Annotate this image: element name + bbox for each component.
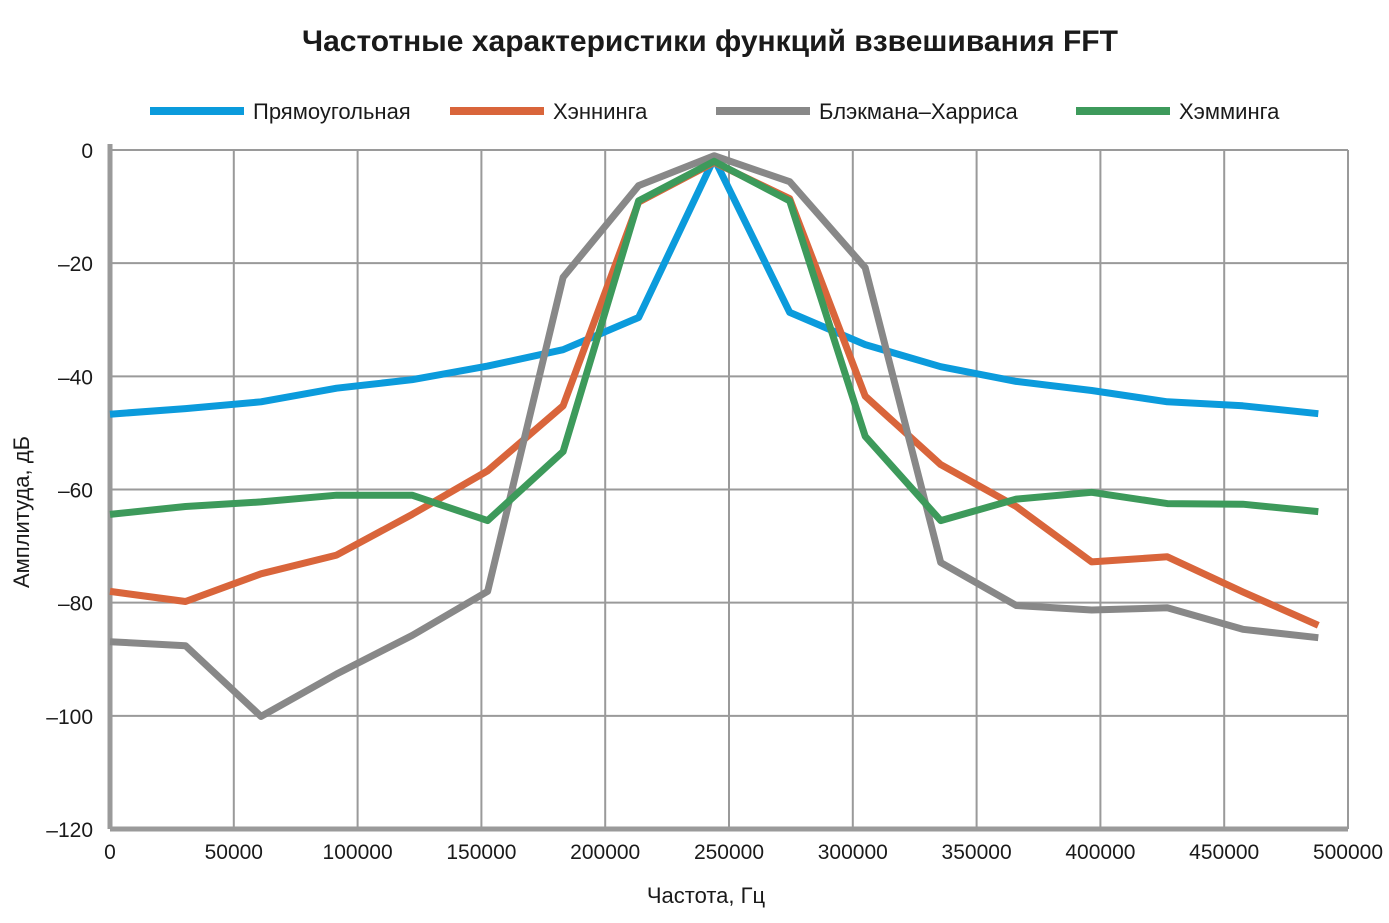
y-tick-label: –60 xyxy=(58,480,93,503)
x-axis-label: Частота, Гц xyxy=(647,883,766,908)
legend: Прямоугольная Хэннинга Блэкмана–Харриса Хэм… xyxy=(150,99,1280,124)
series-line-4 xyxy=(109,157,1319,525)
grid xyxy=(110,149,1349,829)
x-tick-label: 100000 xyxy=(323,841,393,864)
y-axis-label: Амплитуда, дБ xyxy=(9,436,34,588)
x-tick-label: 450000 xyxy=(1189,841,1259,864)
y-tick-label: –80 xyxy=(58,593,93,616)
axes xyxy=(107,144,1348,832)
y-tick-label: –20 xyxy=(58,253,93,276)
x-tick-label: 50000 xyxy=(205,841,263,864)
x-tick-label: 250000 xyxy=(694,841,764,864)
legend-label: Блэкмана–Харриса xyxy=(819,99,1019,124)
y-tick-label: –120 xyxy=(46,819,93,842)
x-tick-label: 500000 xyxy=(1313,841,1383,864)
series-line-3 xyxy=(109,152,1319,720)
x-tick-label: 400000 xyxy=(1065,841,1135,864)
chart-title: Частотные характеристики функций взвешив… xyxy=(302,25,1118,58)
legend-label: Хэннинга xyxy=(553,99,648,124)
x-tick-label: 350000 xyxy=(942,841,1012,864)
x-tick-label: 300000 xyxy=(818,841,888,864)
y-tick-label: –100 xyxy=(46,706,93,729)
y-tick-label: 0 xyxy=(81,140,93,163)
tick-labels: 0 50000 100000 150000 200000 250000 300000 3500… xyxy=(46,140,1383,864)
x-tick-label: 200000 xyxy=(570,841,640,864)
x-tick-label: 150000 xyxy=(446,841,516,864)
legend-label: Хэмминга xyxy=(1179,99,1280,124)
series-group xyxy=(109,152,1320,720)
legend-label: Прямоугольная xyxy=(253,99,411,124)
y-tick-label: –40 xyxy=(58,366,93,389)
x-tick-label: 0 xyxy=(104,841,116,864)
